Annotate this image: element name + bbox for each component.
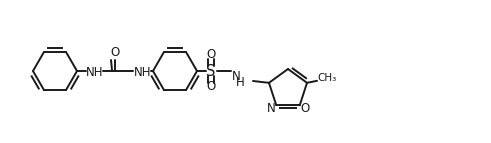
Text: O: O <box>206 81 216 94</box>
Text: CH₃: CH₃ <box>317 73 337 83</box>
Text: H: H <box>236 77 245 90</box>
Text: N: N <box>267 102 275 115</box>
Text: NH: NH <box>86 66 104 80</box>
Text: NH: NH <box>134 66 152 80</box>
Text: O: O <box>300 102 309 115</box>
Text: N: N <box>232 70 241 84</box>
Text: O: O <box>206 48 216 61</box>
Text: S: S <box>206 63 216 79</box>
Text: O: O <box>110 46 120 59</box>
